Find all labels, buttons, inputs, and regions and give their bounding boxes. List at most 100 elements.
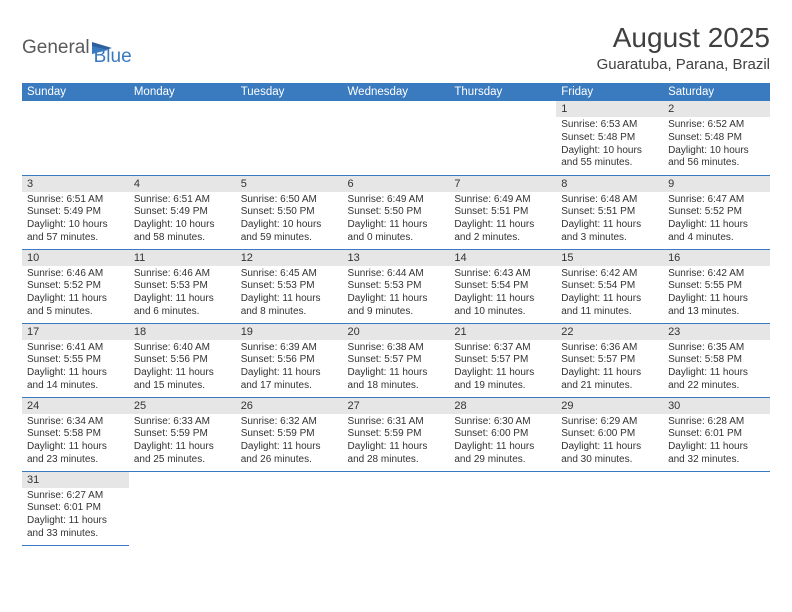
- calendar-cell: [449, 471, 556, 545]
- calendar-cell: 25Sunrise: 6:33 AMSunset: 5:59 PMDayligh…: [129, 397, 236, 471]
- day-number: 14: [449, 250, 556, 266]
- calendar-cell: 10Sunrise: 6:46 AMSunset: 5:52 PMDayligh…: [22, 249, 129, 323]
- day-details: Sunrise: 6:34 AMSunset: 5:58 PMDaylight:…: [22, 414, 129, 469]
- calendar-cell: [236, 101, 343, 175]
- day-details: Sunrise: 6:40 AMSunset: 5:56 PMDaylight:…: [129, 340, 236, 395]
- day-details: Sunrise: 6:29 AMSunset: 6:00 PMDaylight:…: [556, 414, 663, 469]
- day-number: 27: [343, 398, 450, 414]
- day-number: 30: [663, 398, 770, 414]
- logo: General Blue: [22, 28, 132, 68]
- calendar-cell: [22, 101, 129, 175]
- calendar-cell: [449, 101, 556, 175]
- calendar-cell: 17Sunrise: 6:41 AMSunset: 5:55 PMDayligh…: [22, 323, 129, 397]
- header: General Blue August 2025 Guaratuba, Para…: [22, 22, 770, 73]
- day-details: Sunrise: 6:51 AMSunset: 5:49 PMDaylight:…: [22, 192, 129, 247]
- day-number: 11: [129, 250, 236, 266]
- day-number: 5: [236, 176, 343, 192]
- calendar-cell: 14Sunrise: 6:43 AMSunset: 5:54 PMDayligh…: [449, 249, 556, 323]
- day-details: Sunrise: 6:38 AMSunset: 5:57 PMDaylight:…: [343, 340, 450, 395]
- calendar-cell: 18Sunrise: 6:40 AMSunset: 5:56 PMDayligh…: [129, 323, 236, 397]
- calendar-cell: [129, 101, 236, 175]
- calendar-cell: 8Sunrise: 6:48 AMSunset: 5:51 PMDaylight…: [556, 175, 663, 249]
- day-number: 7: [449, 176, 556, 192]
- calendar-cell: 12Sunrise: 6:45 AMSunset: 5:53 PMDayligh…: [236, 249, 343, 323]
- day-details: Sunrise: 6:31 AMSunset: 5:59 PMDaylight:…: [343, 414, 450, 469]
- day-number: 22: [556, 324, 663, 340]
- calendar-cell: 1Sunrise: 6:53 AMSunset: 5:48 PMDaylight…: [556, 101, 663, 175]
- calendar-cell: 4Sunrise: 6:51 AMSunset: 5:49 PMDaylight…: [129, 175, 236, 249]
- day-details: Sunrise: 6:33 AMSunset: 5:59 PMDaylight:…: [129, 414, 236, 469]
- day-details: Sunrise: 6:50 AMSunset: 5:50 PMDaylight:…: [236, 192, 343, 247]
- day-details: Sunrise: 6:44 AMSunset: 5:53 PMDaylight:…: [343, 266, 450, 321]
- day-details: Sunrise: 6:41 AMSunset: 5:55 PMDaylight:…: [22, 340, 129, 395]
- day-details: Sunrise: 6:42 AMSunset: 5:54 PMDaylight:…: [556, 266, 663, 321]
- calendar-page: General Blue August 2025 Guaratuba, Para…: [0, 0, 792, 546]
- day-details: Sunrise: 6:32 AMSunset: 5:59 PMDaylight:…: [236, 414, 343, 469]
- calendar-cell: [129, 471, 236, 545]
- day-number: 16: [663, 250, 770, 266]
- calendar-cell: 5Sunrise: 6:50 AMSunset: 5:50 PMDaylight…: [236, 175, 343, 249]
- calendar-cell: 13Sunrise: 6:44 AMSunset: 5:53 PMDayligh…: [343, 249, 450, 323]
- day-details: Sunrise: 6:43 AMSunset: 5:54 PMDaylight:…: [449, 266, 556, 321]
- calendar-cell: 11Sunrise: 6:46 AMSunset: 5:53 PMDayligh…: [129, 249, 236, 323]
- day-number: 15: [556, 250, 663, 266]
- calendar-cell: 27Sunrise: 6:31 AMSunset: 5:59 PMDayligh…: [343, 397, 450, 471]
- calendar-cell: 7Sunrise: 6:49 AMSunset: 5:51 PMDaylight…: [449, 175, 556, 249]
- weekday-header: Wednesday: [343, 83, 450, 101]
- day-number: 19: [236, 324, 343, 340]
- day-number: 10: [22, 250, 129, 266]
- day-number: 17: [22, 324, 129, 340]
- calendar-cell: [236, 471, 343, 545]
- day-details: Sunrise: 6:35 AMSunset: 5:58 PMDaylight:…: [663, 340, 770, 395]
- day-details: Sunrise: 6:52 AMSunset: 5:48 PMDaylight:…: [663, 117, 770, 172]
- day-details: Sunrise: 6:37 AMSunset: 5:57 PMDaylight:…: [449, 340, 556, 395]
- day-details: Sunrise: 6:36 AMSunset: 5:57 PMDaylight:…: [556, 340, 663, 395]
- day-number: 3: [22, 176, 129, 192]
- day-number: 26: [236, 398, 343, 414]
- calendar-cell: 3Sunrise: 6:51 AMSunset: 5:49 PMDaylight…: [22, 175, 129, 249]
- day-details: Sunrise: 6:51 AMSunset: 5:49 PMDaylight:…: [129, 192, 236, 247]
- day-details: Sunrise: 6:27 AMSunset: 6:01 PMDaylight:…: [22, 488, 129, 543]
- location: Guaratuba, Parana, Brazil: [597, 56, 770, 73]
- calendar-cell: 20Sunrise: 6:38 AMSunset: 5:57 PMDayligh…: [343, 323, 450, 397]
- calendar-table: Sunday Monday Tuesday Wednesday Thursday…: [22, 83, 770, 546]
- logo-flag-icon: [92, 40, 114, 54]
- calendar-row: 17Sunrise: 6:41 AMSunset: 5:55 PMDayligh…: [22, 323, 770, 397]
- month-title: August 2025: [597, 22, 770, 54]
- day-number: 8: [556, 176, 663, 192]
- calendar-cell: 19Sunrise: 6:39 AMSunset: 5:56 PMDayligh…: [236, 323, 343, 397]
- calendar-cell: [343, 101, 450, 175]
- calendar-cell: 21Sunrise: 6:37 AMSunset: 5:57 PMDayligh…: [449, 323, 556, 397]
- day-number: 2: [663, 101, 770, 117]
- calendar-row: 1Sunrise: 6:53 AMSunset: 5:48 PMDaylight…: [22, 101, 770, 175]
- calendar-cell: 16Sunrise: 6:42 AMSunset: 5:55 PMDayligh…: [663, 249, 770, 323]
- calendar-row: 24Sunrise: 6:34 AMSunset: 5:58 PMDayligh…: [22, 397, 770, 471]
- weekday-header: Friday: [556, 83, 663, 101]
- weekday-header: Saturday: [663, 83, 770, 101]
- day-details: Sunrise: 6:39 AMSunset: 5:56 PMDaylight:…: [236, 340, 343, 395]
- calendar-cell: 29Sunrise: 6:29 AMSunset: 6:00 PMDayligh…: [556, 397, 663, 471]
- day-number: 12: [236, 250, 343, 266]
- calendar-row: 10Sunrise: 6:46 AMSunset: 5:52 PMDayligh…: [22, 249, 770, 323]
- calendar-cell: 6Sunrise: 6:49 AMSunset: 5:50 PMDaylight…: [343, 175, 450, 249]
- day-details: Sunrise: 6:30 AMSunset: 6:00 PMDaylight:…: [449, 414, 556, 469]
- calendar-cell: 28Sunrise: 6:30 AMSunset: 6:00 PMDayligh…: [449, 397, 556, 471]
- day-number: 29: [556, 398, 663, 414]
- logo-text-general: General: [22, 37, 90, 59]
- day-details: Sunrise: 6:46 AMSunset: 5:53 PMDaylight:…: [129, 266, 236, 321]
- day-details: Sunrise: 6:46 AMSunset: 5:52 PMDaylight:…: [22, 266, 129, 321]
- calendar-cell: 22Sunrise: 6:36 AMSunset: 5:57 PMDayligh…: [556, 323, 663, 397]
- calendar-row: 3Sunrise: 6:51 AMSunset: 5:49 PMDaylight…: [22, 175, 770, 249]
- weekday-header-row: Sunday Monday Tuesday Wednesday Thursday…: [22, 83, 770, 101]
- day-details: Sunrise: 6:49 AMSunset: 5:50 PMDaylight:…: [343, 192, 450, 247]
- day-number: 24: [22, 398, 129, 414]
- day-number: 13: [343, 250, 450, 266]
- day-number: 18: [129, 324, 236, 340]
- weekday-header: Thursday: [449, 83, 556, 101]
- day-number: 1: [556, 101, 663, 117]
- calendar-body: 1Sunrise: 6:53 AMSunset: 5:48 PMDaylight…: [22, 101, 770, 545]
- calendar-cell: [663, 471, 770, 545]
- calendar-cell: [556, 471, 663, 545]
- calendar-cell: 26Sunrise: 6:32 AMSunset: 5:59 PMDayligh…: [236, 397, 343, 471]
- calendar-cell: 23Sunrise: 6:35 AMSunset: 5:58 PMDayligh…: [663, 323, 770, 397]
